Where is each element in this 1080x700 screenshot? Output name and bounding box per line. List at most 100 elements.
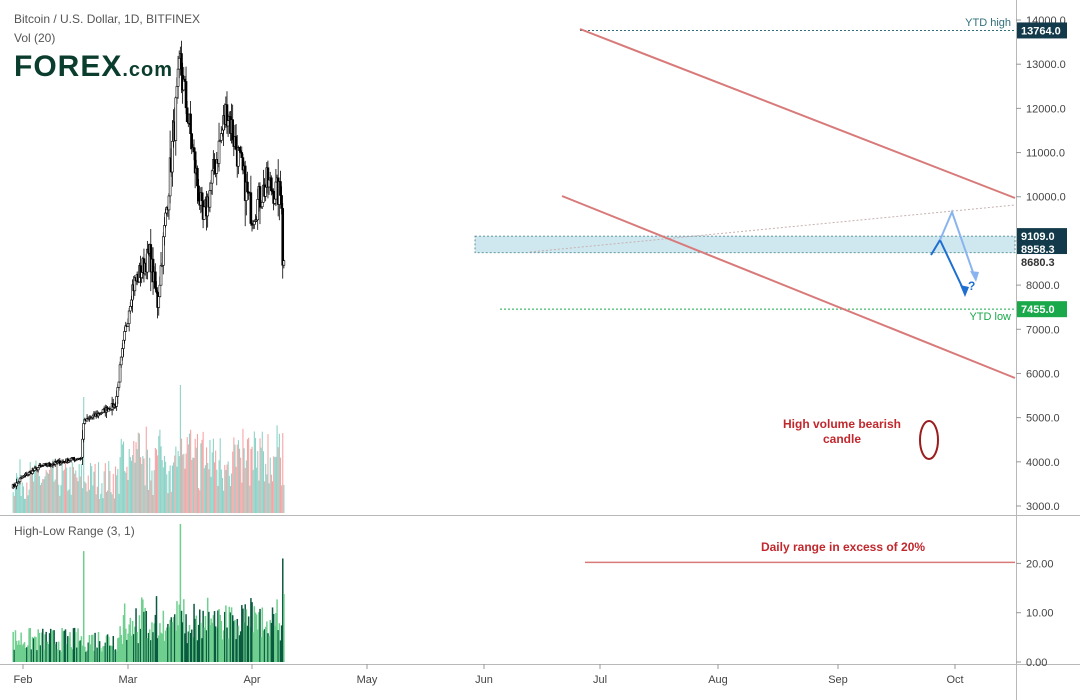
price-level-tag: 8680.3: [1017, 254, 1067, 271]
range-bar: [119, 626, 121, 662]
range-bar: [219, 614, 221, 662]
range-bar: [236, 618, 239, 662]
range-bar: [26, 647, 28, 662]
range-bar: [62, 631, 64, 662]
range-bar: [177, 625, 179, 662]
volume-bar: [209, 440, 211, 513]
volume-bar: [175, 446, 177, 513]
volume-bar: [207, 462, 209, 513]
volume-bars: [12, 385, 285, 513]
range-bar: [104, 642, 107, 662]
range-bar: [40, 632, 43, 662]
volume-bar: [53, 481, 55, 513]
range-bar: [222, 630, 225, 662]
volume-bar: [67, 490, 69, 513]
volume-bar: [282, 433, 284, 513]
price-level-tag: 7455.0: [1017, 301, 1067, 318]
range-bar: [231, 615, 234, 662]
volume-bar: [80, 464, 82, 513]
range-bar: [43, 649, 45, 662]
volume-bar: [14, 488, 17, 513]
volume-bar: [61, 463, 63, 513]
range-bar: [221, 639, 224, 662]
volume-bar: [168, 471, 170, 513]
volume-bar: [97, 462, 100, 513]
volume-bar: [145, 426, 147, 513]
range-bar: [134, 626, 136, 662]
range-bar: [67, 636, 69, 662]
range-bar: [152, 632, 154, 662]
range-annotation: Daily range in excess of 20%: [761, 540, 925, 554]
volume-bar: [25, 498, 27, 513]
logo-suffix: .com: [122, 59, 174, 81]
range-bar: [218, 609, 220, 662]
volume-bar: [190, 429, 192, 513]
volume-bar: [202, 431, 204, 513]
range-bar: [95, 647, 97, 662]
range-bar: [27, 645, 29, 662]
range-bar: [42, 628, 44, 662]
volume-bar: [204, 465, 206, 513]
projection-arrow-alt: [939, 209, 976, 279]
volume-bar: [154, 447, 156, 513]
range-bar: [96, 647, 99, 662]
time-tick-label: Jun: [475, 674, 493, 686]
range-bar: [210, 618, 212, 662]
range-bar: [259, 608, 261, 662]
range-bar: [225, 605, 227, 662]
volume-bar: [99, 498, 101, 513]
volume-annotation-line-2: candle: [823, 432, 861, 446]
volume-bar: [234, 444, 236, 513]
volume-bar: [151, 470, 153, 513]
range-bar: [20, 632, 22, 662]
volume-bar: [135, 442, 137, 513]
range-bar: [98, 641, 101, 662]
range-bar: [105, 635, 108, 662]
price-tick-label: 4000.0: [1026, 457, 1060, 469]
arrow-head-icon: [960, 285, 969, 297]
volume-bar: [72, 466, 75, 513]
range-bar: [154, 614, 157, 662]
volume-bar: [58, 484, 60, 513]
volume-bar: [31, 468, 34, 513]
volume-bar: [105, 492, 108, 513]
range-bar: [72, 628, 75, 662]
volume-bar: [221, 478, 224, 513]
price-level-tag: 13764.0: [1017, 22, 1067, 39]
range-bar: [109, 645, 111, 662]
volume-bar: [84, 481, 86, 513]
time-tick-label: Sep: [828, 674, 848, 686]
volume-bar: [92, 485, 94, 513]
candle: [282, 259, 286, 269]
trend-line: [529, 204, 1016, 253]
volume-bar: [86, 491, 88, 513]
range-bar: [193, 603, 195, 662]
range-bar: [18, 640, 20, 662]
range-bar: [31, 636, 34, 662]
volume-bar: [199, 490, 201, 513]
range-bar: [14, 630, 17, 662]
range-bar: [125, 628, 127, 662]
range-bar: [80, 636, 83, 662]
range-bar: [263, 629, 266, 662]
volume-bar: [186, 437, 188, 513]
range-bar: [276, 599, 278, 662]
range-bar: [266, 621, 268, 662]
range-bar: [194, 618, 196, 662]
volume-annotation-line-1: High volume bearish: [783, 417, 901, 431]
volume-bar: [37, 472, 39, 513]
volume-bar: [111, 494, 113, 513]
volume-bar: [70, 494, 72, 513]
range-bar: [275, 613, 277, 662]
volume-bar: [266, 474, 268, 513]
range-bar: [169, 619, 171, 662]
volume-bar: [19, 459, 21, 513]
volume-bar: [50, 463, 52, 513]
volume-bar: [128, 449, 130, 513]
range-bar: [213, 611, 216, 662]
range-bar: [209, 625, 211, 662]
price-axis: 3000.04000.05000.06000.07000.08000.09000…: [1016, 15, 1066, 513]
volume-bar: [45, 470, 47, 513]
range-bar: [55, 641, 58, 662]
